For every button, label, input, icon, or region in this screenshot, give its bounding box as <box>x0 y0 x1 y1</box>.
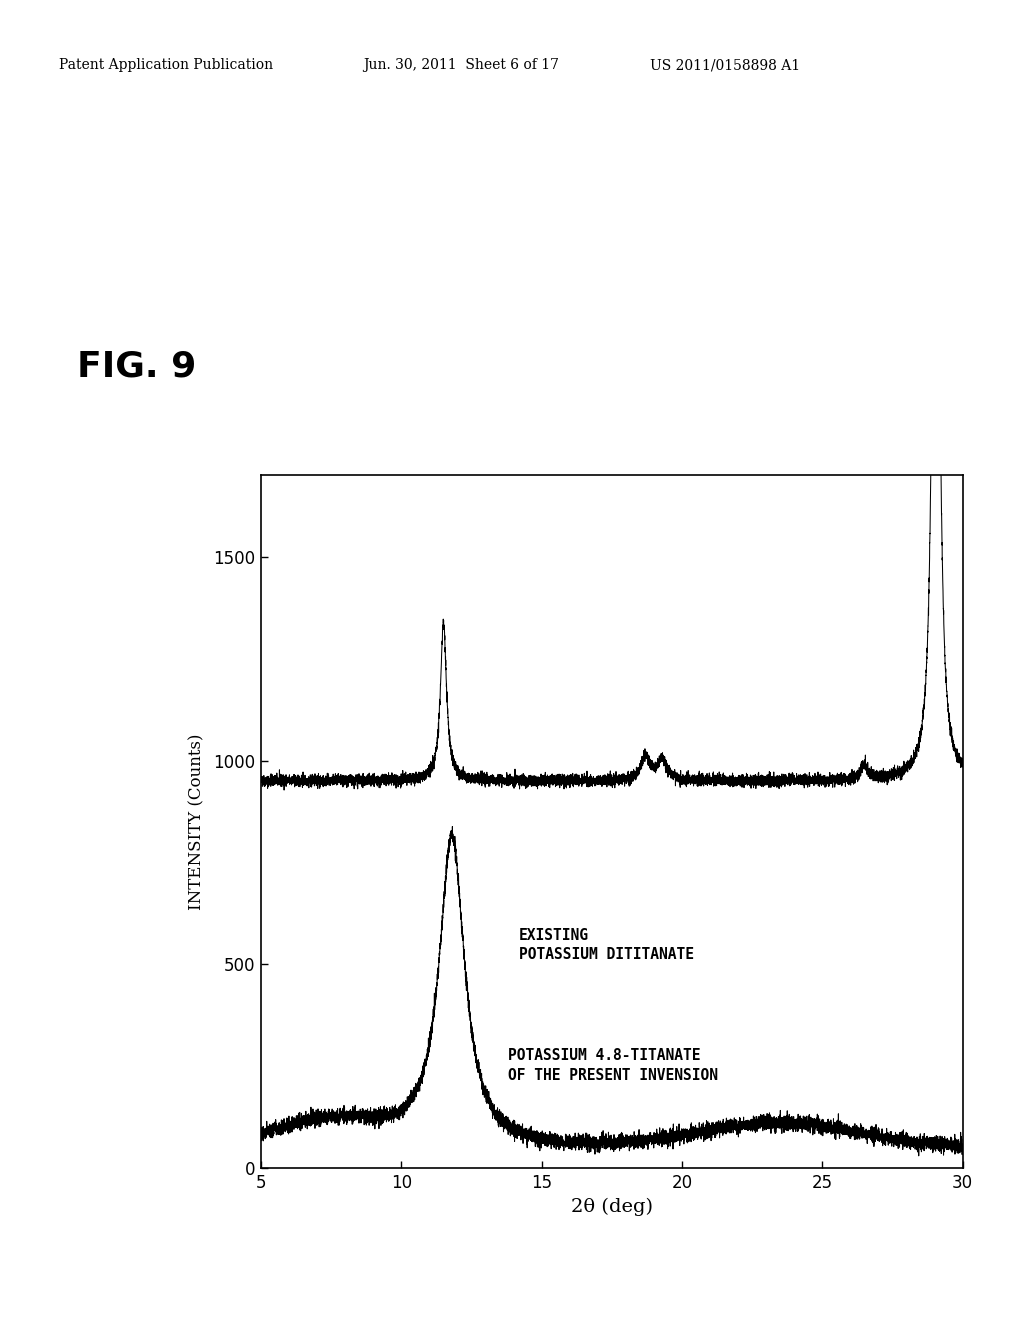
Text: Patent Application Publication: Patent Application Publication <box>59 58 273 73</box>
Text: POTASSIUM 4.8-TITANATE
OF THE PRESENT INVENSION: POTASSIUM 4.8-TITANATE OF THE PRESENT IN… <box>508 1048 718 1082</box>
Text: US 2011/0158898 A1: US 2011/0158898 A1 <box>650 58 801 73</box>
Y-axis label: INTENSITY (Counts): INTENSITY (Counts) <box>188 734 205 909</box>
Text: Jun. 30, 2011  Sheet 6 of 17: Jun. 30, 2011 Sheet 6 of 17 <box>364 58 559 73</box>
Text: EXISTING
POTASSIUM DITITANATE: EXISTING POTASSIUM DITITANATE <box>519 928 694 962</box>
X-axis label: 2θ (deg): 2θ (deg) <box>570 1197 653 1216</box>
Text: FIG. 9: FIG. 9 <box>77 350 197 384</box>
